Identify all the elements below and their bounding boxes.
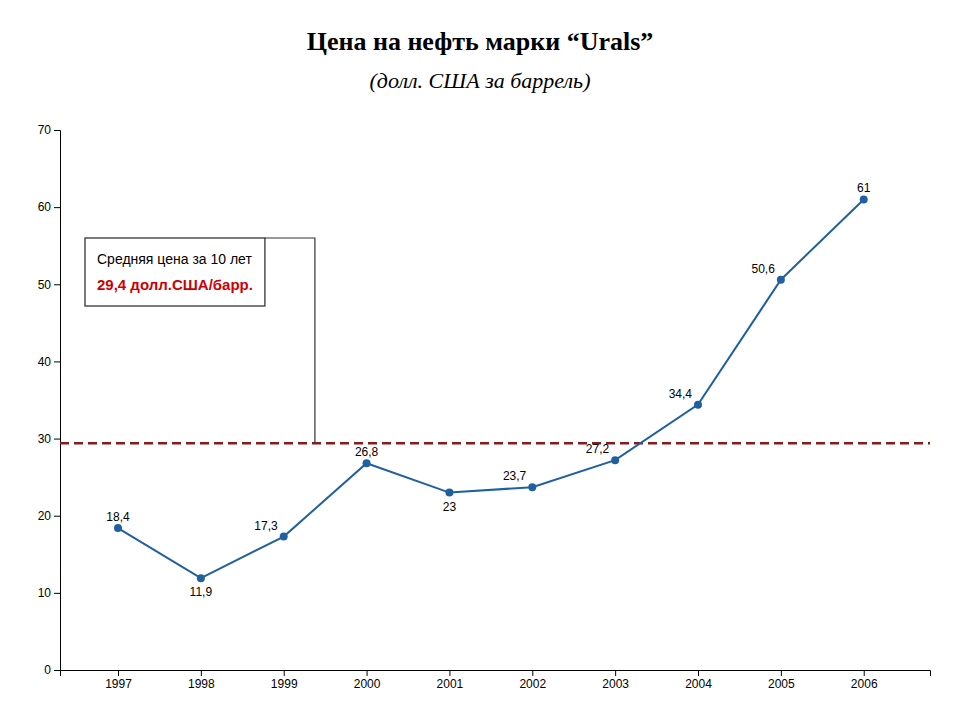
y-tick-label: 0 (44, 663, 51, 677)
y-tick: 50 (38, 278, 60, 292)
data-point (777, 276, 785, 284)
data-point (280, 533, 288, 541)
y-tick-mark (54, 670, 60, 671)
y-tick-mark (54, 361, 60, 362)
x-tick-label: 1997 (105, 677, 132, 691)
x-tick-mark (781, 670, 782, 676)
chart: Цена на нефть марки “Urals” (долл. США за… (0, 0, 960, 720)
x-tick-mark (201, 670, 202, 676)
data-label: 27,2 (586, 442, 610, 456)
y-tick-label: 10 (38, 586, 52, 600)
annotation-box (85, 238, 265, 306)
x-tick-mark (698, 670, 699, 676)
y-tick: 60 (38, 200, 60, 214)
data-point (363, 459, 371, 467)
y-tick-label: 40 (38, 355, 52, 369)
x-tick-mark (449, 670, 450, 676)
average-line (60, 442, 930, 445)
data-label: 11,9 (190, 585, 213, 599)
x-tick: 2001 (437, 670, 464, 691)
annotation-text: 29,4 долл.США/барр. (97, 276, 253, 293)
y-tick-mark (54, 516, 60, 517)
y-tick-mark (54, 284, 60, 285)
x-tick: 2002 (519, 670, 546, 691)
x-tick-label: 2000 (354, 677, 381, 691)
y-tick: 0 (44, 663, 60, 677)
y-tick-label: 20 (38, 509, 52, 523)
x-tick: 2003 (602, 670, 629, 691)
data-point (528, 483, 536, 491)
plot-area (60, 195, 930, 582)
y-tick: 20 (38, 509, 60, 523)
annotation: Средняя цена за 10 лет 29,4 долл.США/барр… (85, 238, 315, 443)
y-tick: 40 (38, 355, 60, 369)
annotation-text: Средняя цена за 10 лет (97, 251, 252, 267)
x-tick: 2004 (685, 670, 712, 691)
x-axis-line (61, 671, 931, 677)
data-point (197, 574, 205, 582)
data-label: 50,6 (751, 262, 775, 276)
y-axis-line (54, 131, 61, 671)
x-tick: 1997 (105, 670, 132, 691)
y-tick-mark (54, 439, 60, 440)
data-point (611, 456, 619, 464)
x-tick: 2005 (768, 670, 795, 691)
data-point (860, 195, 868, 203)
x-tick-label: 2004 (685, 677, 712, 691)
x-tick-label: 2003 (602, 677, 629, 691)
x-tick: 2006 (851, 670, 878, 691)
x-tick: 1998 (188, 670, 215, 691)
x-axis: 1997 1998 1999 2000 2001 2002 2003 2004 2005 2006 (61, 670, 931, 691)
connector (265, 238, 315, 443)
y-axis: 0 10 20 30 40 50 60 70 (38, 123, 61, 677)
y-tick-label: 70 (38, 123, 52, 137)
data-point (445, 489, 453, 497)
x-tick-label: 2002 (519, 677, 546, 691)
y-tick: 70 (38, 123, 60, 137)
x-tick-mark (367, 670, 368, 676)
x-tick-mark (532, 670, 533, 676)
x-tick-label: 1999 (271, 677, 298, 691)
data-point (694, 401, 702, 409)
data-point (114, 524, 122, 532)
data-label: 34,4 (669, 387, 693, 401)
x-tick-label: 1998 (188, 677, 215, 691)
x-tick-label: 2005 (768, 677, 795, 691)
subtitle: (долл. США за баррель) (370, 68, 591, 93)
x-tick-mark (864, 670, 865, 676)
y-tick-label: 30 (38, 432, 52, 446)
data-label: 18,4 (106, 510, 130, 524)
data-label: 17,3 (254, 519, 278, 533)
x-tick: 2000 (354, 670, 381, 691)
title: Цена на нефть марки “Urals” (307, 27, 654, 56)
data-label: 23 (443, 500, 457, 514)
x-tick-mark (615, 670, 616, 676)
data-label: 61 (857, 181, 871, 195)
y-tick-mark (54, 593, 60, 594)
x-tick: 1999 (271, 670, 298, 691)
x-tick-mark (284, 670, 285, 676)
y-tick-label: 50 (38, 278, 52, 292)
y-tick-mark (54, 207, 60, 208)
y-tick-mark (54, 130, 60, 131)
x-tick-label: 2001 (437, 677, 464, 691)
x-tick-label: 2006 (851, 677, 878, 691)
y-tick: 10 (38, 586, 60, 600)
y-tick: 30 (38, 432, 60, 446)
x-tick-mark (118, 670, 119, 676)
data-label: 23,7 (503, 469, 527, 483)
data-label: 26,8 (355, 445, 379, 459)
y-tick-label: 60 (38, 200, 52, 214)
